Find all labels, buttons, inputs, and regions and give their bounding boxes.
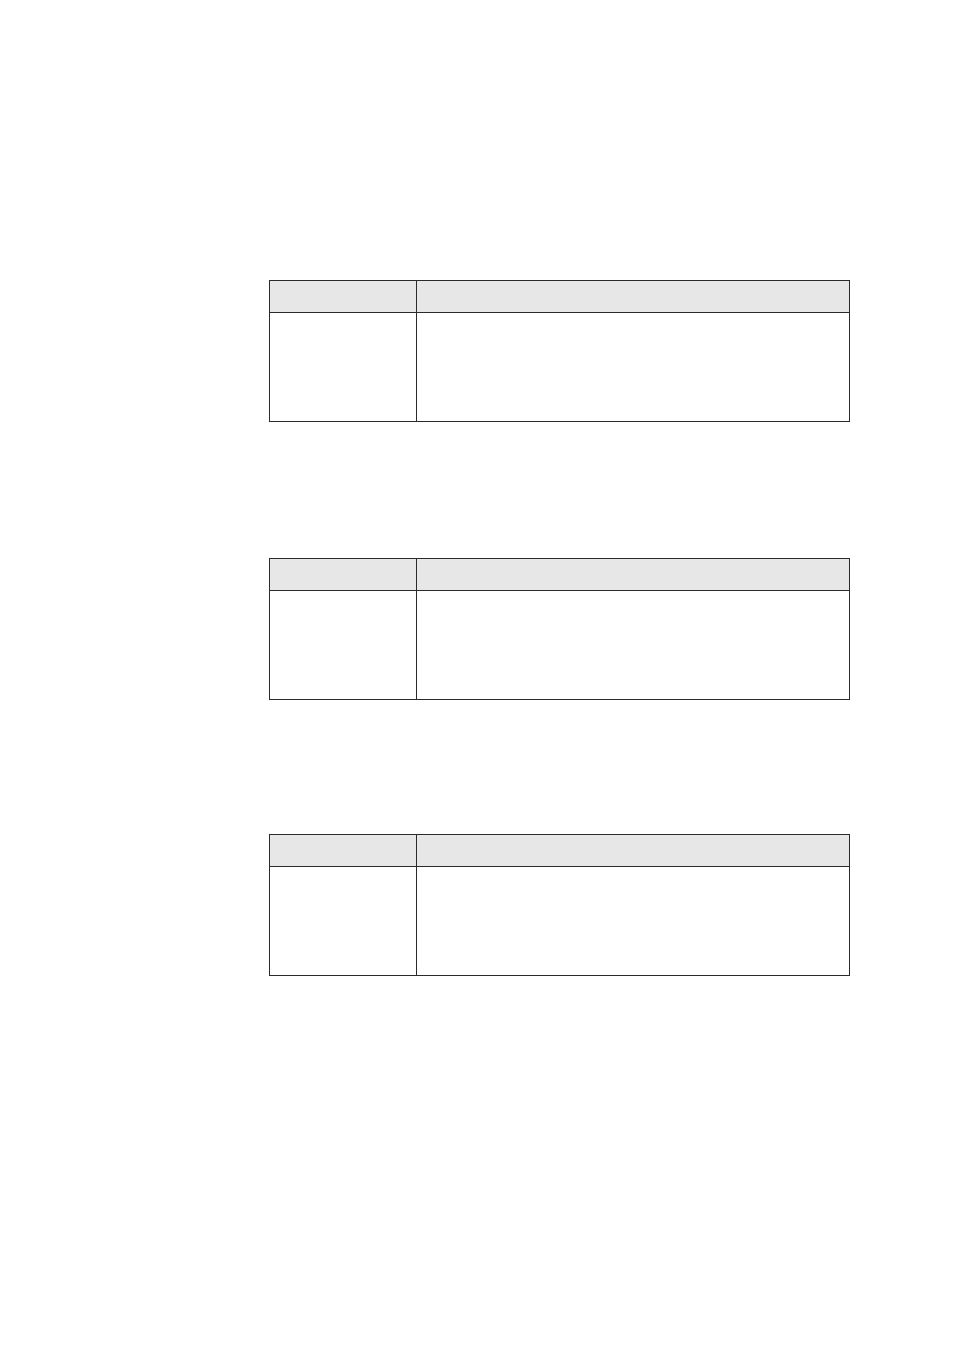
table-cell <box>270 867 417 976</box>
doc-table-2 <box>269 558 850 700</box>
table-row <box>270 313 850 422</box>
doc-table-3 <box>269 834 850 976</box>
table-cell <box>416 867 849 976</box>
table-header-cell <box>270 281 417 313</box>
doc-table-1 <box>269 280 850 422</box>
document-page: { "page": { "width_px": 954, "height_px"… <box>0 0 954 1350</box>
table-header-row <box>270 835 850 867</box>
table-header-cell <box>416 835 849 867</box>
table-cell <box>270 313 417 422</box>
table-row <box>270 867 850 976</box>
table-header-cell <box>416 281 849 313</box>
table-header-cell <box>270 835 417 867</box>
table-header-row <box>270 559 850 591</box>
table-header-cell <box>270 559 417 591</box>
table-header-cell <box>416 559 849 591</box>
table-cell <box>270 591 417 700</box>
table-cell <box>416 591 849 700</box>
table-row <box>270 591 850 700</box>
table-cell <box>416 313 849 422</box>
table-header-row <box>270 281 850 313</box>
